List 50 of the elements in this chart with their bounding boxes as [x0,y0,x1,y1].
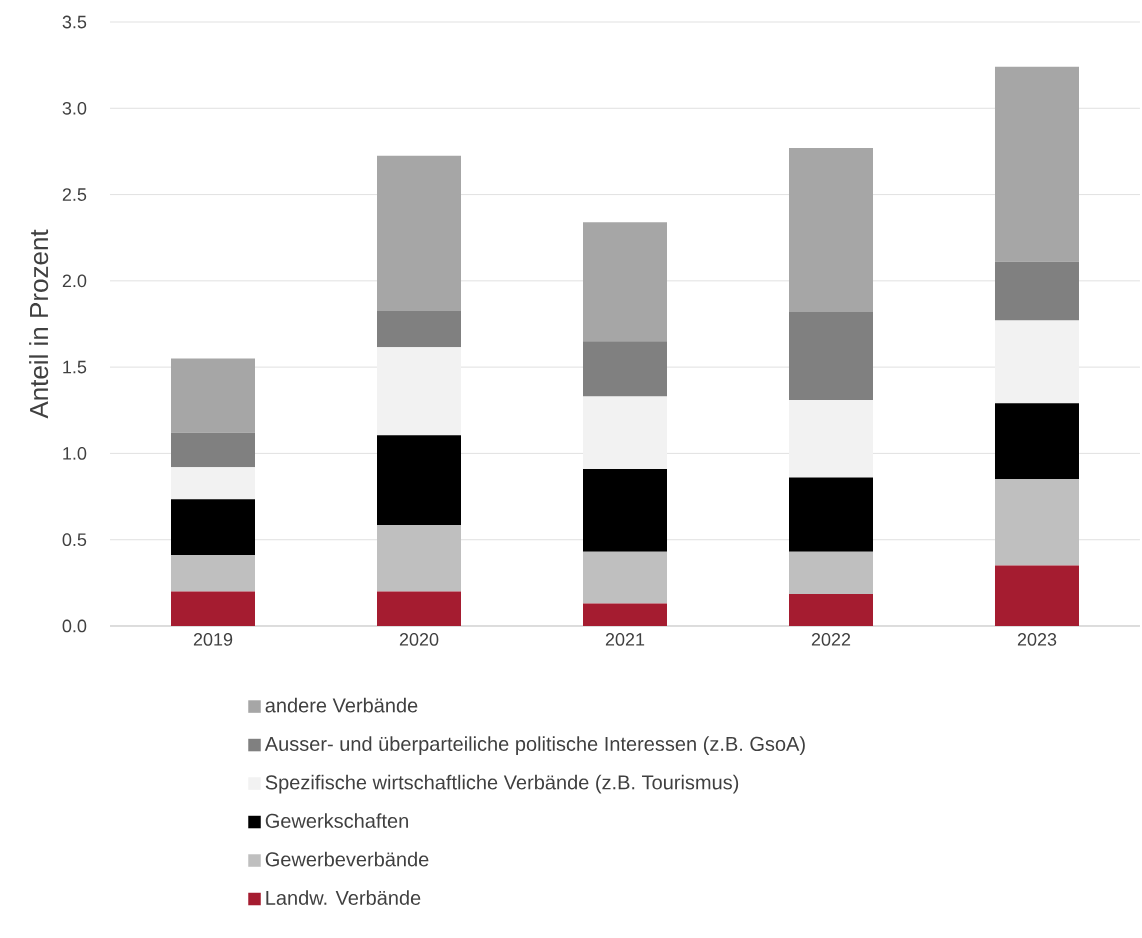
bar [583,341,667,397]
bar [377,155,461,312]
legend-label: Gewerbeverbände [265,851,429,867]
y-tick-label: 2.0 [62,274,87,288]
x-tick-label: 2021 [605,633,645,646]
bar [377,435,461,526]
bar [171,499,255,556]
bar [583,468,667,552]
bar [583,222,667,342]
legend-label: Gewerkschaften [265,813,408,828]
y-tick-label: 0.5 [62,533,87,547]
y-tick-label: 1.5 [63,360,87,374]
bar [377,525,461,592]
bar [171,358,255,433]
x-tick-label: 2022 [811,633,851,646]
y-tick-label: 0.0 [62,619,87,633]
bar [171,467,255,500]
bar [583,603,667,626]
x-tick-label: 2023 [1017,633,1057,646]
x-tick-label: 2020 [399,633,439,646]
bar [994,261,1079,321]
bar [171,432,255,468]
legend-label: Ausser- und überparteiliche politische Interessen (z.B. GsoA) [264,736,805,755]
legend-label: Landw. Verbände [266,890,421,905]
bar [377,591,461,626]
bar [171,555,255,592]
bar [994,66,1079,262]
bar [994,320,1079,404]
bar [789,477,873,552]
y-axis-title: Anteil in Prozent [29,229,49,419]
bar [583,551,667,604]
bar [789,594,873,626]
legend-label: Spezifische wirtschaftliche Verbände (z.B. Tourismus) [265,774,739,794]
y-tick-label: 3.0 [62,101,87,115]
bar [377,311,461,348]
legend-label: andere Verbände [265,697,418,713]
bar [789,551,873,595]
bar [994,479,1079,566]
bar [789,311,873,400]
bar [789,399,873,478]
bar [994,403,1079,480]
bar [171,591,255,626]
bar [377,347,461,436]
y-tick-label: 2.5 [62,188,87,201]
y-tick-label: 1.0 [63,447,87,460]
bar [994,565,1079,626]
bar [583,396,667,469]
bar [789,147,873,312]
y-tick-label: 3.5 [62,15,87,29]
x-tick-label: 2019 [193,633,233,646]
